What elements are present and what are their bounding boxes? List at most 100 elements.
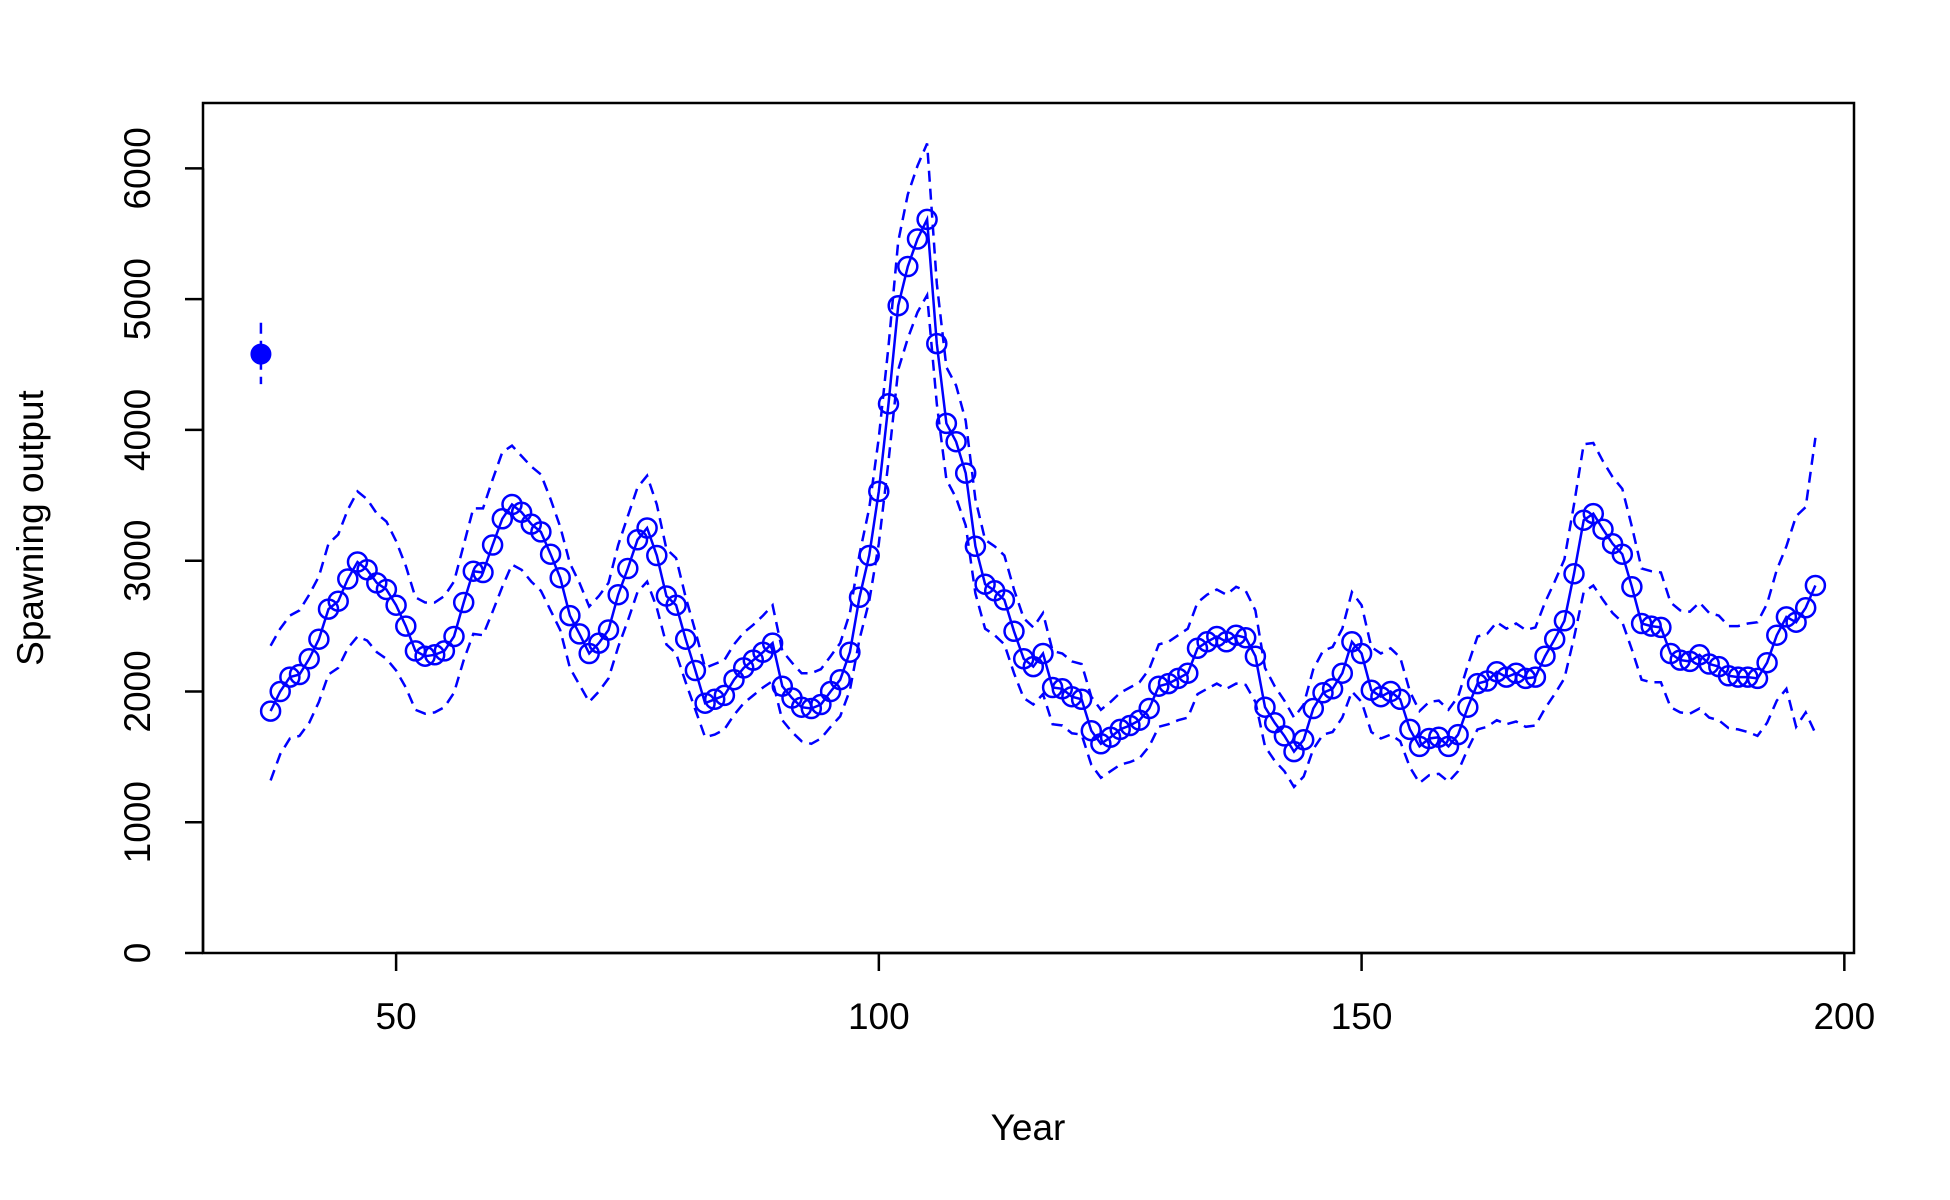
estimate-point xyxy=(298,648,320,670)
estimate-point xyxy=(906,228,929,250)
estimate-point xyxy=(703,688,726,711)
estimate-point xyxy=(308,628,330,650)
y-tick-label: 1000 xyxy=(117,781,158,863)
estimate-point xyxy=(259,700,282,722)
estimate-point xyxy=(684,659,707,682)
estimate-point xyxy=(1302,697,1325,720)
estimate-point xyxy=(1756,651,1778,674)
virgin-point xyxy=(250,343,272,365)
estimate-point xyxy=(877,393,900,415)
estimate-point xyxy=(617,557,639,580)
estimate-point xyxy=(829,668,851,691)
estimate-point xyxy=(1312,682,1334,704)
estimate-point xyxy=(993,589,1016,611)
estimate-point xyxy=(1766,624,1788,646)
estimate-point xyxy=(568,623,591,645)
estimate-point xyxy=(954,462,977,484)
estimate-point xyxy=(1177,662,1199,684)
estimate-point xyxy=(1621,576,1643,598)
estimate-point xyxy=(1041,676,1064,699)
estimate-point xyxy=(636,517,658,539)
estimate-point xyxy=(1225,624,1247,646)
lower-band-line xyxy=(269,291,1817,789)
x-tick-label: 100 xyxy=(848,996,910,1037)
estimate-point xyxy=(337,568,359,590)
estimate-point xyxy=(472,561,494,584)
estimate-point xyxy=(887,294,909,317)
estimate-point xyxy=(945,430,967,453)
estimate-point xyxy=(964,535,987,558)
estimate-point xyxy=(1244,645,1267,667)
x-axis: 50 100 150 200 xyxy=(376,951,1875,1037)
estimate-point xyxy=(539,543,562,565)
estimate-point xyxy=(1524,666,1547,688)
estimate-point xyxy=(713,684,736,707)
estimate-point xyxy=(1003,620,1025,643)
estimate-point xyxy=(1399,718,1421,741)
y-axis: 0 1000 2000 3000 4000 5000 6000 xyxy=(117,127,205,964)
estimate-point xyxy=(1350,642,1373,665)
estimate-point xyxy=(868,480,890,503)
estimate-point xyxy=(694,692,716,714)
estimate-point xyxy=(443,625,465,648)
estimate-point xyxy=(452,591,475,614)
y-tick-label: 3000 xyxy=(117,520,158,602)
x-tick-label: 200 xyxy=(1813,996,1875,1037)
estimate-point xyxy=(897,255,919,278)
estimate-point xyxy=(1785,611,1807,633)
x-axis-label: Year xyxy=(991,1107,1066,1148)
estimate-point xyxy=(1563,563,1585,585)
estimate-point xyxy=(674,628,697,650)
estimate-point xyxy=(1737,666,1759,688)
estimate-point xyxy=(1070,688,1093,711)
estimate-point xyxy=(414,645,436,667)
estimate-point xyxy=(530,521,552,543)
estimate-point xyxy=(761,632,784,654)
estimate-point xyxy=(646,544,668,567)
estimate-point xyxy=(481,534,504,556)
estimate-point xyxy=(1032,642,1054,665)
estimate-point xyxy=(1292,729,1315,751)
estimate-point xyxy=(1138,697,1160,720)
estimate-point xyxy=(1553,610,1576,632)
estimate-point xyxy=(1746,667,1769,690)
estimate-point xyxy=(1389,688,1411,711)
estimate-point xyxy=(1254,696,1276,718)
estimate-point xyxy=(279,666,301,688)
lower-confidence-band xyxy=(269,291,1817,789)
estimate-point xyxy=(1418,727,1440,750)
estimate-point xyxy=(1804,574,1827,597)
estimate-point xyxy=(839,641,861,663)
upper-band-line xyxy=(269,143,1817,720)
estimate-point xyxy=(1514,667,1537,690)
y-axis-label: Spawning output xyxy=(10,389,51,665)
estimate-point xyxy=(858,544,880,567)
estimate-point xyxy=(269,680,291,703)
estimate-point xyxy=(1669,649,1691,671)
estimate-point xyxy=(423,644,446,666)
estimate-point xyxy=(1061,685,1083,708)
x-tick-label: 50 xyxy=(376,996,417,1037)
y-tick-label: 2000 xyxy=(117,650,158,732)
y-tick-label: 6000 xyxy=(117,127,158,209)
x-tick-label: 150 xyxy=(1331,996,1393,1037)
estimate-point xyxy=(665,594,687,616)
estimate-point xyxy=(1148,675,1170,697)
estimate-point xyxy=(926,332,948,355)
estimate-point xyxy=(597,619,620,641)
estimate-point xyxy=(800,697,823,720)
estimate-point xyxy=(935,412,958,435)
estimate-point xyxy=(848,586,871,609)
estimate-point xyxy=(1640,615,1662,637)
estimate-point xyxy=(1331,662,1354,684)
estimate-point xyxy=(385,594,407,616)
estimate-point xyxy=(559,604,581,627)
estimate-point xyxy=(549,566,571,589)
estimate-point xyxy=(1794,597,1817,619)
y-tick-label: 0 xyxy=(117,943,158,964)
y-tick-label: 5000 xyxy=(117,258,158,340)
estimate-point xyxy=(1698,653,1720,675)
estimate-point xyxy=(1466,672,1489,695)
estimate-point xyxy=(288,663,311,686)
